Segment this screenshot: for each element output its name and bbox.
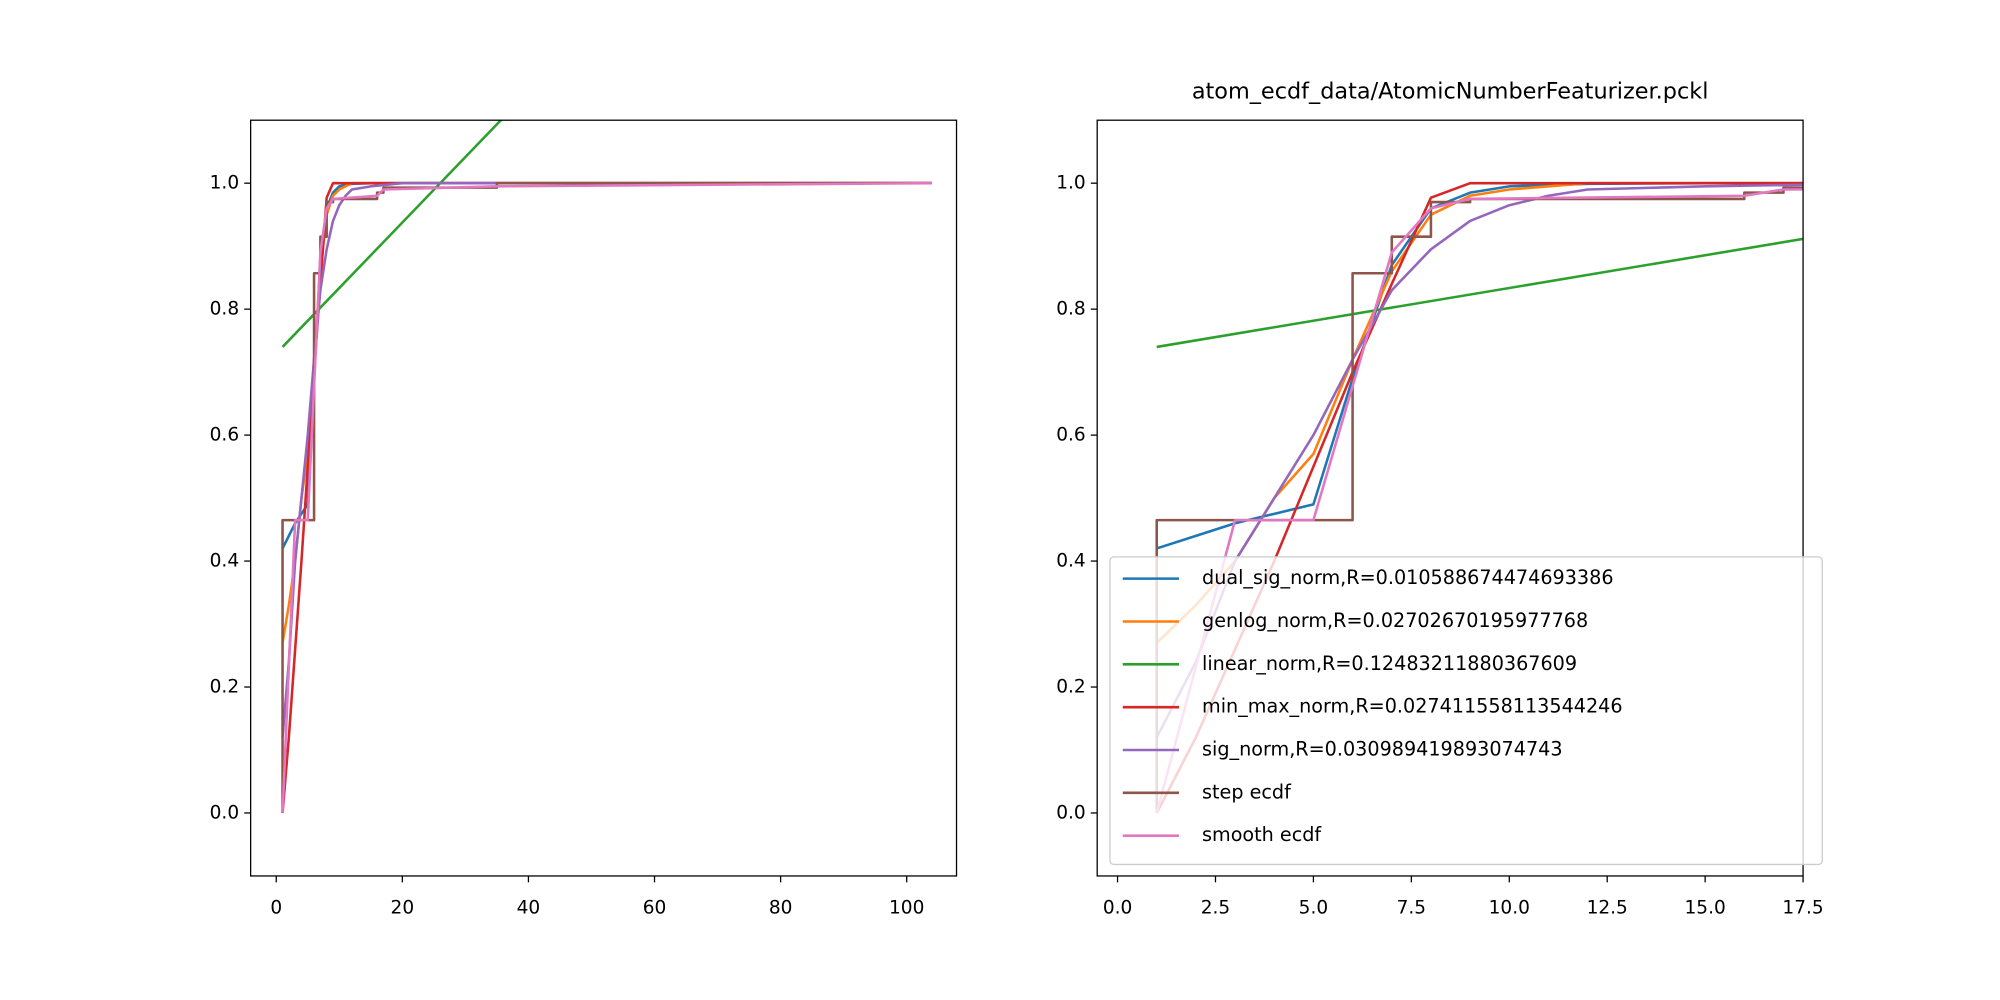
y-tick-label: 1.0 <box>210 173 239 194</box>
x-tick-label: 15.0 <box>1685 897 1726 918</box>
x-tick-label: 7.5 <box>1397 897 1426 918</box>
legend-box <box>1109 556 1823 866</box>
legend-label: dual_sig_norm,R=0.010588674474693386 <box>1202 566 1613 589</box>
series-line <box>281 181 932 550</box>
y-tick-label: 0.0 <box>1056 802 1085 823</box>
x-tick-label: 0.0 <box>1103 897 1132 918</box>
series-line <box>281 120 503 348</box>
x-tick-label: 17.5 <box>1782 897 1823 918</box>
series-line <box>1156 237 1804 349</box>
x-tick-label: 5.0 <box>1299 897 1328 918</box>
legend-label: sig_norm,R=0.030989419893074743 <box>1202 737 1563 760</box>
x-tick-label: 60 <box>643 897 667 918</box>
y-tick-label: 0.8 <box>210 299 239 320</box>
x-tick-label: 10.0 <box>1489 897 1530 918</box>
legend-label: linear_norm,R=0.12483211880367609 <box>1202 652 1577 675</box>
chart-title: atom_ecdf_data/AtomicNumberFeaturizer.pc… <box>1192 79 1709 105</box>
series-line <box>1156 181 1804 550</box>
x-tick-label: 0 <box>270 897 282 918</box>
legend-label: genlog_norm,R=0.02702670195977768 <box>1202 609 1588 632</box>
y-tick-label: 0.6 <box>1056 425 1085 446</box>
series-line <box>1155 188 1804 814</box>
legend-label: step ecdf <box>1202 780 1292 803</box>
series-line <box>281 181 932 814</box>
legend: dual_sig_norm,R=0.010588674474693386genl… <box>1109 556 1823 866</box>
y-tick-label: 1.0 <box>1056 173 1085 194</box>
series-line <box>281 181 932 813</box>
y-tick-label: 0.6 <box>210 425 239 446</box>
series-line <box>281 181 932 738</box>
x-tick-label: 80 <box>769 897 793 918</box>
x-tick-label: 2.5 <box>1201 897 1230 918</box>
x-tick-label: 20 <box>391 897 415 918</box>
y-tick-label: 0.4 <box>1056 551 1085 572</box>
y-tick-label: 0.2 <box>1056 677 1085 698</box>
x-tick-label: 40 <box>517 897 541 918</box>
x-tick-label: 100 <box>889 897 924 918</box>
y-tick-label: 0.4 <box>210 551 239 572</box>
series-line <box>1155 183 1804 738</box>
legend-label: smooth ecdf <box>1202 823 1322 846</box>
y-tick-label: 0.2 <box>210 677 239 698</box>
legend-label: min_max_norm,R=0.027411558113544246 <box>1202 695 1623 718</box>
series-line <box>281 181 932 644</box>
y-tick-label: 0.0 <box>210 802 239 823</box>
series-line <box>281 181 932 814</box>
x-tick-label: 12.5 <box>1587 897 1628 918</box>
axes-frame <box>1096 119 1804 877</box>
axes-frame <box>250 119 958 877</box>
y-tick-label: 0.8 <box>1056 299 1085 320</box>
series-line <box>1155 186 1804 813</box>
